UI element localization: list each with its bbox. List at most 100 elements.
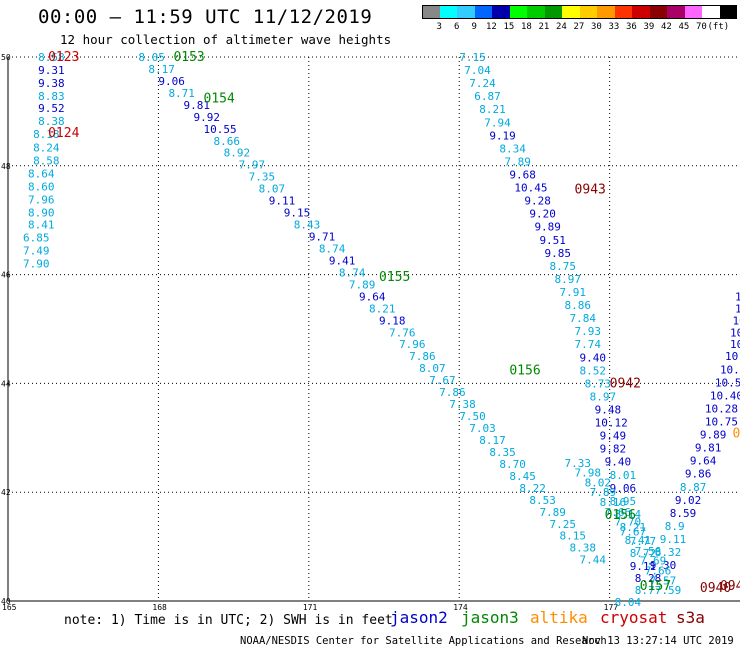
wave-height-label-jason2: 9.38 [38,77,65,90]
legend-jason3: jason3 [461,608,519,627]
wave-height-label-jason3: 8.05 [138,51,165,64]
wave-height-label-cryosat: 7.93 [575,325,602,338]
wave-height-label-jason2: 8.18 [33,128,60,141]
wave-height-label-jason3: 8.21 [369,302,396,315]
x-tick-label: 171 [303,603,318,612]
color-scale-label: (ft) [707,22,730,32]
color-swatch [579,5,597,19]
color-scale-label: 45 [678,22,690,32]
wave-height-label-s3a: 10.45 [720,363,740,376]
chart-subtitle: 12 hour collection of altimeter wave hei… [60,32,392,47]
wave-height-label-jason3: 8.07 [259,183,286,196]
wave-height-label-jason3: 7.38 [449,398,476,411]
wave-height-label-jason3: 8.17 [148,63,175,76]
wave-height-label-cryosat: 7.91 [560,286,587,299]
wave-height-label-jason3: 8.43 [294,219,321,232]
wave-height-label-cryosat: 8.21 [479,103,506,116]
wave-height-label-altika: 7.69 [640,555,667,568]
color-swatch [527,5,545,19]
track-time-label: 0940 [700,581,731,596]
color-swatch [439,5,457,19]
wave-height-label-s3a: 10.40 [710,389,740,402]
color-swatch [544,5,562,19]
wave-height-label-jason3: 8.66 [214,135,241,148]
color-swatch [649,5,667,19]
wave-height-label-cryosat: 9.48 [595,404,622,417]
wave-height-label-cryosat: 8.34 [499,142,526,155]
wave-height-label-jason3: 8.22 [519,482,546,495]
wave-height-label-cryosat: 7.94 [484,116,511,129]
color-swatch [702,5,720,19]
wave-height-label-jason3: 7.96 [399,338,426,351]
wave-height-label-altika: 8.16 [600,496,627,509]
wave-height-label-jason3: 7.76 [389,326,416,339]
wave-height-label-cryosat: 9.85 [544,247,571,260]
color-scale-label: 33 [608,22,620,32]
wave-height-label-cryosat: 8.75 [549,260,576,273]
wave-height-label-cryosat: 8.72 [630,547,657,560]
wave-height-label-altika: 7.56 [635,545,662,558]
wave-height-label-jason3: 10.55 [204,123,237,136]
track-time-label: 0941 [720,579,740,594]
wave-height-label-cryosat: 9.82 [600,443,627,456]
wave-height-label-cryosat: 8.97 [590,390,617,403]
color-swatch [562,5,580,19]
color-swatch [684,5,702,19]
wave-height-label-altika: 7.66 [605,506,632,519]
wave-height-label-cryosat: 7.84 [570,312,597,325]
wave-height-label-jason2: 8.24 [33,141,60,154]
wave-height-label-jason2: 6.85 [23,232,50,245]
wave-height-label-jason3: 8.71 [168,87,195,100]
legend-cryosat: cryosat [600,608,668,627]
wave-height-label-cryosat: 9.28 [524,195,551,208]
wave-height-label-jason2: 9.31 [38,64,65,77]
wave-height-label-jason3: 7.97 [239,159,265,172]
color-swatch [667,5,685,19]
wave-height-label-jason3: 9.64 [359,290,386,303]
wave-height-label-jason3: 7.50 [459,410,486,423]
wave-height-label-s3a: 10.75 [705,415,738,428]
color-scale-frame [422,5,737,19]
color-swatch [457,5,475,19]
y-tick-label: 48 [1,162,11,171]
color-scale-label: 70 [696,22,707,32]
color-scale-label: 12 [486,22,497,32]
wave-height-label-s3a: 8.59 [670,507,697,520]
x-tick-label: 177 [604,603,619,612]
wave-height-label-jason3: 8.35 [489,446,516,459]
wave-height-label-jason2: 8.58 [33,154,60,167]
wave-height-label-jason3: 8.53 [529,494,556,507]
wave-height-label-cryosat: 9.68 [509,169,536,182]
wave-height-label-jason3: 7.03 [469,422,496,435]
wave-height-label-altika: 8.02 [585,476,612,489]
wave-height-label-jason3: 7.89 [349,278,376,291]
track-time-label: 0124 [48,126,79,141]
wave-height-label-cryosat: 7.04 [464,64,491,77]
wave-height-label-cryosat: 8.97 [554,273,581,286]
wave-height-label-jason3: 7.44 [580,554,607,567]
wave-height-label-s3a: 9.11 [660,533,687,546]
wave-height-label-cryosat: 8.7 [635,584,655,597]
wave-height-label-s3a: 9.89 [700,429,727,442]
wave-height-label-jason2: 8.41 [28,219,55,232]
wave-height-label-jason3: 8.70 [499,458,526,471]
track-time-label: 0155 [379,270,410,285]
color-scale-label: 3 [436,22,442,32]
wave-height-label-cryosat: 8.01 [610,469,637,482]
wave-height-label-jason3: 9.41 [329,254,356,267]
wave-height-label-altika: 7.77 [630,535,657,548]
wave-height-label-cryosat: 7.24 [469,77,496,90]
wave-height-label-cryosat: 8.04 [615,596,642,609]
color-swatch [474,5,492,19]
wave-height-label-altika: 7.98 [575,467,602,480]
wave-height-label-jason2: 8.38 [38,115,65,128]
wave-height-label-cryosat: 9.11 [630,560,657,573]
wave-height-label-jason3: 9.15 [284,207,311,220]
wave-height-label-jason2: 8.58 [38,51,65,64]
wave-height-label-jason3: 8.45 [509,470,536,483]
footer-note: note: 1) Time is in UTC; 2) SWH is in fe… [64,613,393,628]
color-swatch [509,5,527,19]
color-scale-label: 27 [573,22,585,32]
wave-height-label-s3a: 10.50 [725,350,740,363]
wave-height-label-altika: 7.59 [655,584,682,597]
